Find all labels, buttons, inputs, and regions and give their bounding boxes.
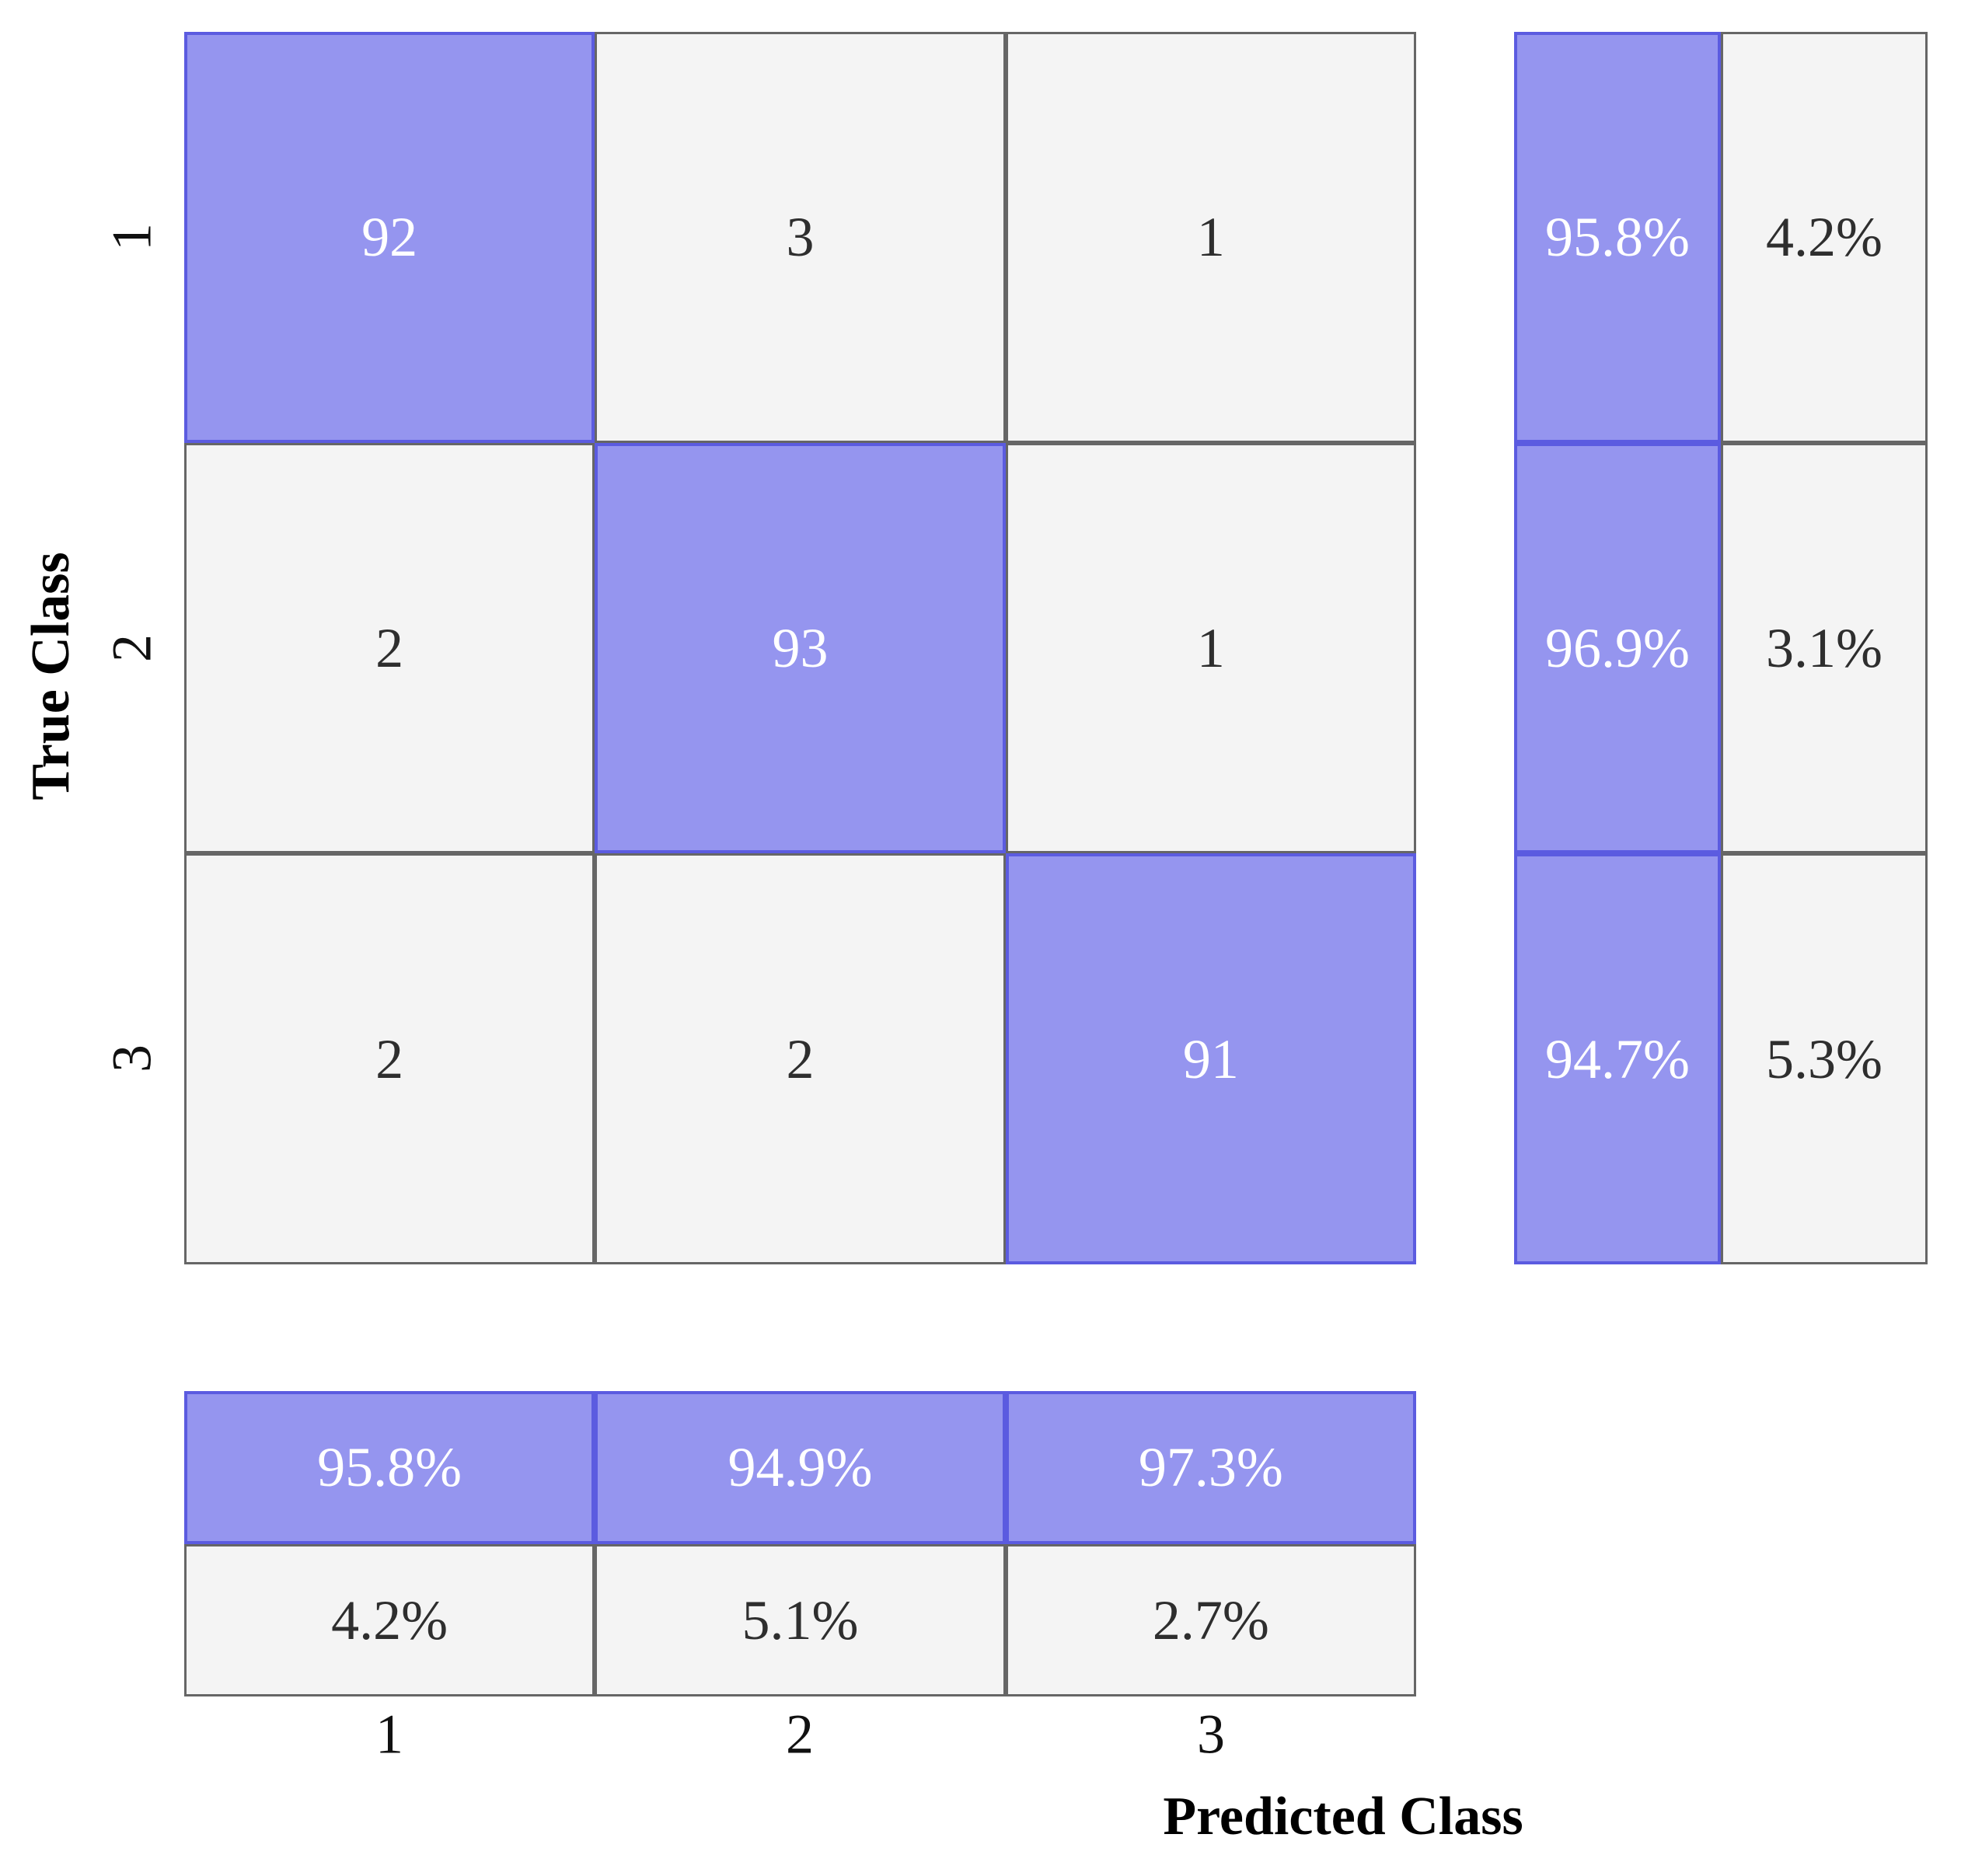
- row-summary-r1-rate: 95.8%: [1514, 32, 1721, 443]
- row-summary-r2-rate: 96.9%: [1514, 442, 1721, 854]
- matrix-cell-r3c2: 2: [595, 853, 1006, 1264]
- x-axis-label: Predicted Class: [1163, 1787, 1523, 1846]
- matrix-cell-r1c3: 1: [1005, 32, 1416, 443]
- confusion-matrix-grid: 92 3 1 2 93 1 2 2 91: [184, 32, 1416, 1264]
- row-summary-r3-rate: 94.7%: [1514, 853, 1721, 1264]
- row-summary-grid: 95.8% 4.2% 96.9% 3.1% 94.7% 5.3%: [1514, 32, 1928, 1264]
- col-summary-c2-rate: 94.9%: [595, 1391, 1006, 1544]
- matrix-cell-r1c2: 3: [595, 32, 1006, 443]
- matrix-cell-r2c2: 93: [595, 442, 1006, 854]
- x-tick-2: 2: [786, 1703, 814, 1766]
- matrix-cell-r2c1: 2: [184, 442, 595, 854]
- col-summary-c2-error: 5.1%: [595, 1543, 1006, 1696]
- x-tick-1: 1: [375, 1703, 403, 1766]
- x-tick-3: 3: [1197, 1703, 1225, 1766]
- y-tick-2: 2: [100, 634, 163, 662]
- matrix-cell-r3c1: 2: [184, 853, 595, 1264]
- col-summary-c3-error: 2.7%: [1005, 1543, 1416, 1696]
- col-summary-c1-rate: 95.8%: [184, 1391, 595, 1544]
- row-summary-r1-error: 4.2%: [1721, 32, 1928, 443]
- column-summary-grid: 95.8% 94.9% 97.3% 4.2% 5.1% 2.7%: [184, 1391, 1416, 1696]
- y-axis-label: True Class: [21, 552, 81, 800]
- col-summary-c1-error: 4.2%: [184, 1543, 595, 1696]
- matrix-cell-r3c3: 91: [1005, 853, 1416, 1264]
- y-tick-3: 3: [100, 1044, 163, 1072]
- y-tick-1: 1: [100, 223, 163, 251]
- row-summary-r2-error: 3.1%: [1721, 442, 1928, 854]
- matrix-cell-r1c1: 92: [184, 32, 595, 443]
- col-summary-c3-rate: 97.3%: [1005, 1391, 1416, 1544]
- matrix-cell-r2c3: 1: [1005, 442, 1416, 854]
- row-summary-r3-error: 5.3%: [1721, 853, 1928, 1264]
